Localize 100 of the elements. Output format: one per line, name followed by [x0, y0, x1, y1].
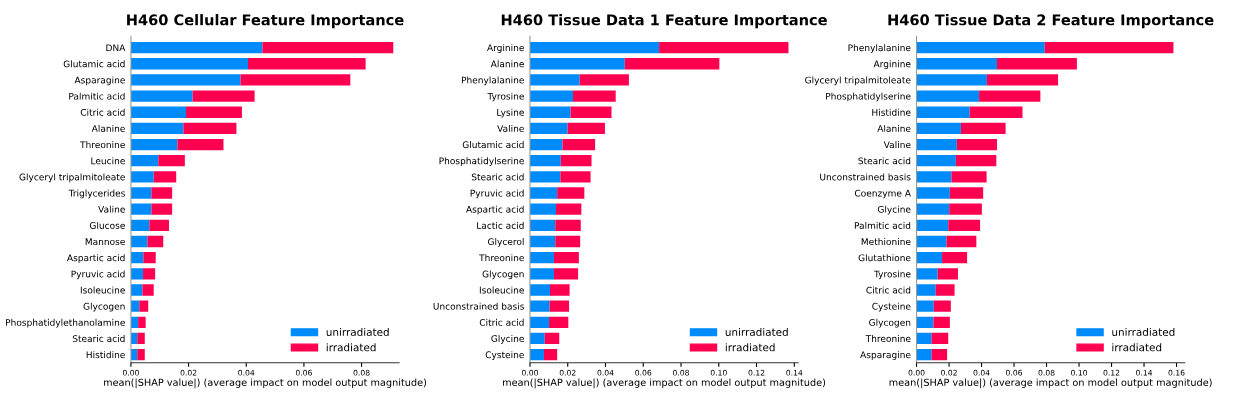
- y-tick-label: Triglycerides: [68, 189, 125, 199]
- bar: [916, 122, 961, 135]
- bar: [916, 187, 950, 199]
- chart-title: H460 Cellular Feature Importance: [127, 14, 404, 29]
- bar: [557, 187, 585, 199]
- y-tick-label: Tyrosine: [487, 92, 524, 102]
- y-tick-label: Glutathione: [858, 254, 911, 262]
- bar: [186, 106, 242, 118]
- bar: [130, 138, 178, 151]
- bar: [142, 284, 154, 296]
- y-tick-label: Lysine: [497, 108, 524, 118]
- y-tick-label: Glycogen: [869, 318, 911, 328]
- y-tick-label: Arginine: [873, 60, 911, 70]
- bar: [996, 58, 1077, 70]
- y-tick-label: Stearic acid: [858, 157, 911, 165]
- bar: [177, 138, 224, 151]
- bar: [916, 235, 947, 248]
- bar: [529, 155, 561, 167]
- bar: [570, 106, 612, 118]
- y-tick-label: Alanine: [91, 124, 125, 132]
- bar: [529, 41, 660, 54]
- bar: [555, 219, 581, 231]
- bar: [130, 284, 143, 296]
- y-tick-label: Isoleucine: [479, 286, 524, 294]
- x-axis-title: mean(|SHAP value|) (average impact on model output magnitude): [503, 378, 826, 389]
- bar: [529, 316, 550, 328]
- y-tick-label: Cysteine: [872, 302, 911, 312]
- bar: [543, 348, 558, 361]
- bar: [529, 284, 550, 296]
- y-tick-label: Phenylalanine: [848, 44, 911, 53]
- bar: [916, 155, 956, 167]
- y-tick-label: Arginine: [487, 44, 524, 53]
- bar: [555, 235, 581, 248]
- y-tick-label: Histidine: [872, 108, 911, 116]
- bar: [240, 74, 351, 86]
- y-tick-label: Glyceryl tripalmitoleate: [19, 173, 125, 183]
- y-tick-label: Threonine: [479, 254, 524, 262]
- legend-label: irradiated: [1112, 343, 1162, 352]
- bar: [916, 138, 957, 151]
- y-tick-label: Glycogen: [83, 302, 125, 312]
- bar: [935, 284, 955, 296]
- bar: [960, 122, 1006, 135]
- bar: [143, 252, 156, 264]
- bar: [916, 203, 950, 215]
- legend-label: unirradiated: [326, 327, 389, 337]
- bar: [262, 41, 394, 54]
- y-tick-label: Lactic acid: [477, 221, 524, 229]
- bar: [130, 74, 241, 86]
- y-tick-label: Phosphatidylethanolamine: [6, 318, 125, 328]
- bar: [942, 252, 968, 264]
- bar: [130, 155, 159, 167]
- y-tick-label: Leucine: [91, 157, 125, 165]
- bar: [916, 252, 943, 264]
- bar: [659, 41, 789, 54]
- y-tick-label: Methionine: [861, 238, 911, 246]
- y-tick-label: Unconstrained basis: [433, 302, 524, 310]
- bar: [916, 316, 934, 328]
- y-tick-label: Unconstrained basis: [820, 173, 911, 181]
- bar: [916, 106, 970, 118]
- y-tick-label: Pyruvic acid: [71, 270, 125, 280]
- bar: [137, 348, 145, 361]
- bar: [151, 187, 173, 199]
- bar: [529, 348, 544, 361]
- y-tick-label: Stearic acid: [471, 173, 524, 181]
- bar: [949, 203, 982, 215]
- bar: [529, 106, 571, 118]
- bar: [529, 252, 554, 264]
- bar: [138, 316, 146, 328]
- bar: [916, 74, 987, 86]
- bar: [916, 300, 934, 312]
- bar: [916, 58, 997, 70]
- bar: [139, 300, 149, 312]
- bar: [544, 332, 560, 345]
- x-axis-title: mean(|SHAP value|) (average impact on model output magnitude): [103, 378, 427, 389]
- bar: [130, 203, 152, 215]
- y-tick-label: Glucose: [89, 221, 125, 229]
- y-tick-label: Threonine: [865, 335, 911, 343]
- bar: [130, 122, 184, 135]
- bar: [986, 74, 1059, 86]
- bar: [933, 316, 950, 328]
- bar: [192, 90, 255, 102]
- bar: [916, 332, 932, 345]
- bar: [916, 171, 952, 183]
- bar: [529, 122, 568, 135]
- y-tick-label: Phenylalanine: [461, 76, 524, 86]
- y-tick-label: Glycine: [491, 335, 524, 344]
- bar: [567, 122, 605, 135]
- y-tick-label: Glyceryl tripalmitoleate: [805, 76, 911, 86]
- y-tick-label: Valine: [883, 141, 911, 149]
- legend-label: irradiated: [725, 343, 775, 352]
- bar: [549, 316, 569, 328]
- bar: [529, 90, 574, 102]
- bar: [951, 171, 987, 183]
- bar: [529, 138, 563, 151]
- x-axis-title: mean(|SHAP value|) (average impact on model output magnitude): [889, 378, 1212, 389]
- bar: [562, 138, 596, 151]
- y-tick-label: Citric acid: [866, 286, 911, 294]
- y-tick-label: Alanine: [490, 60, 524, 68]
- y-tick-label: Coenzyme A: [854, 189, 911, 199]
- y-tick-label: DNA: [106, 44, 126, 52]
